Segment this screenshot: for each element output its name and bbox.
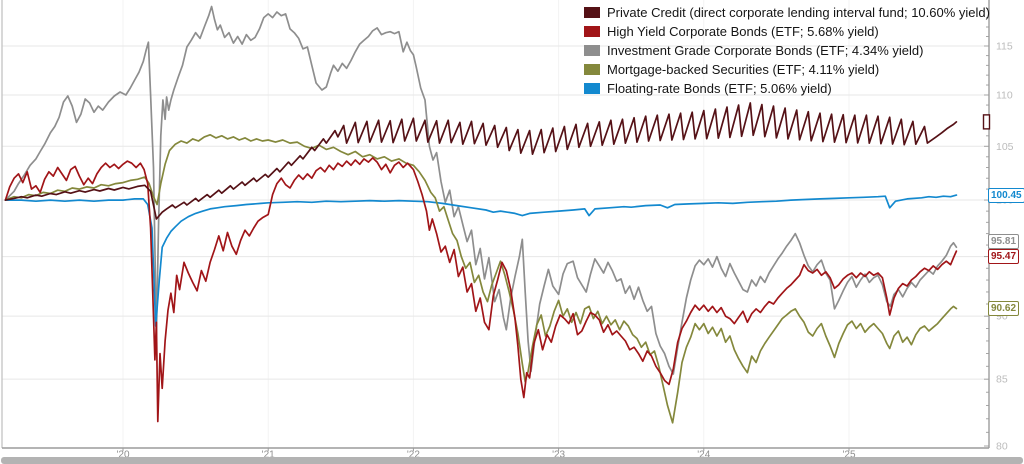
legend-label-high-yield: High Yield Corporate Bonds (ETF; 5.68% y… [607,24,879,39]
x-axis-label-24: '24 [697,450,710,461]
x-axis-label-22: '22 [407,450,420,461]
chart-legend: Private Credit (direct corporate lending… [584,3,990,98]
legend-item-mortgage-backed: Mortgage-backed Securities (ETF; 4.11% y… [584,60,990,79]
price-label-high-yield: 95.47 [988,248,1020,264]
y-axis-label-110: 110 [996,89,1013,101]
legend-item-investment-grade: Investment Grade Corporate Bonds (ETF; 4… [584,41,990,60]
legend-swatch-investment-grade [584,45,600,56]
legend-item-high-yield: High Yield Corporate Bonds (ETF; 5.68% y… [584,22,990,41]
series-line-high-yield [4,157,958,423]
chart-scrollbar[interactable] [1,457,1023,464]
legend-label-private-credit: Private Credit (direct corporate lending… [607,5,990,20]
series-line-floating-rate [4,194,958,327]
legend-swatch-high-yield [584,26,600,37]
legend-swatch-private-credit [584,7,600,18]
legend-swatch-mortgage-backed [584,64,600,75]
legend-item-private-credit: Private Credit (direct corporate lending… [584,3,990,22]
price-label-mortgage-backed: 90.62 [988,301,1020,317]
series-line-mortgage-backed [4,133,958,424]
x-axis-label-21: '21 [262,450,275,461]
price-label-floating-rate: 100.45 [988,187,1024,203]
y-axis-label-90: 90 [996,311,1008,323]
y-axis-label-85: 85 [996,374,1008,386]
legend-label-mortgage-backed: Mortgage-backed Securities (ETF; 4.11% y… [607,62,880,77]
y-axis-label-105: 105 [996,141,1014,153]
legend-label-floating-rate: Floating-rate Bonds (ETF; 5.06% yield) [607,81,832,96]
x-axis-label-20: '20 [116,450,129,461]
price-label-investment-grade: 95.81 [988,234,1020,250]
series-line-investment-grade [4,5,958,375]
end-marker-private-credit [982,114,991,130]
series-line-private-credit [4,102,958,220]
legend-item-floating-rate: Floating-rate Bonds (ETF; 5.06% yield) [584,79,990,98]
y-axis-label-80: 80 [996,441,1008,453]
x-axis-label-23: '23 [552,450,565,461]
x-axis-label-25: '25 [842,450,855,461]
legend-swatch-floating-rate [584,83,600,94]
y-axis-label-115: 115 [996,41,1013,53]
legend-label-investment-grade: Investment Grade Corporate Bonds (ETF; 4… [607,43,924,58]
